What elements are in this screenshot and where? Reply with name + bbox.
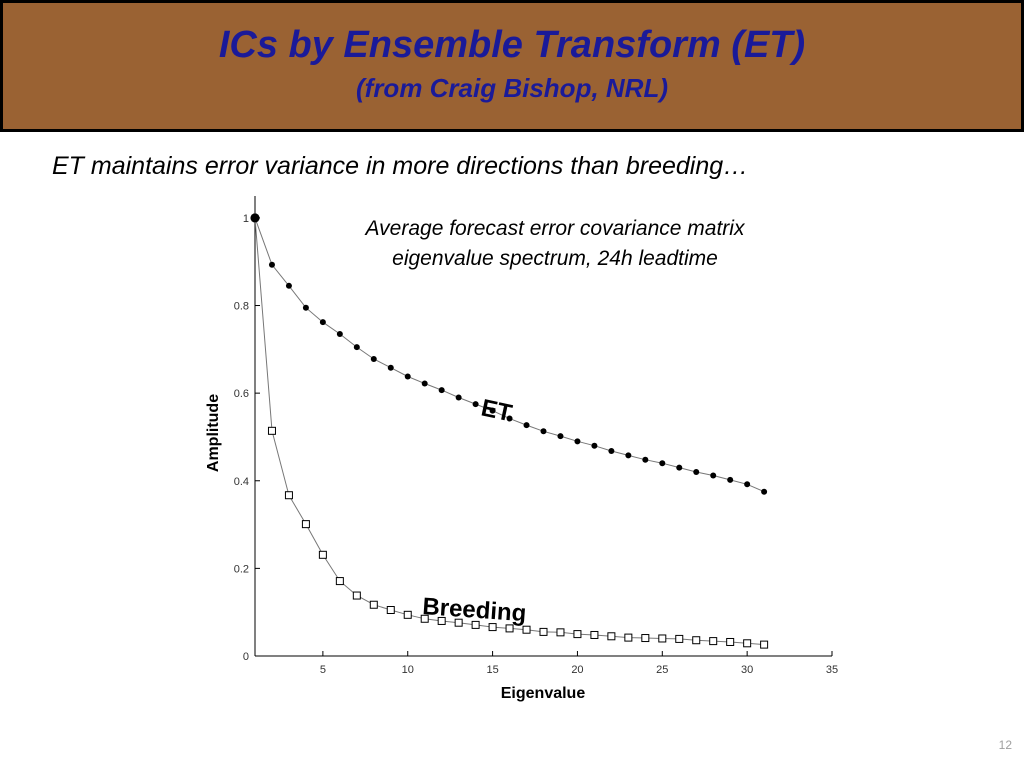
breeding-data-point (301, 520, 310, 529)
breeding-data-point (590, 630, 599, 639)
slide-subheading: ET maintains error variance in more dire… (52, 152, 749, 180)
breeding-data-point (641, 634, 650, 643)
et-data-point (744, 481, 751, 488)
breeding-data-point (658, 634, 667, 643)
breeding-data-point (454, 618, 463, 627)
x-tick-label: 25 (656, 664, 668, 676)
y-tick-label: 0.8 (234, 301, 249, 313)
slide-subtitle: (from Craig Bishop, NRL) (356, 73, 668, 103)
et-data-point (370, 355, 377, 362)
breeding-data-point (488, 623, 497, 632)
breeding-series-annotation: Breeding (422, 593, 528, 627)
et-data-point (319, 319, 326, 326)
et-series-annotation: ET (479, 394, 515, 427)
breeding-data-point (743, 639, 752, 648)
breeding-data-point (335, 577, 344, 586)
breeding-data-point (369, 600, 378, 609)
et-data-point (489, 407, 496, 414)
title-banner (0, 0, 1024, 132)
breeding-data-point (522, 625, 531, 634)
et-data-point (659, 460, 666, 467)
x-tick-label: 20 (571, 664, 583, 676)
y-tick-label: 0.2 (234, 563, 249, 575)
breeding-data-point (607, 632, 616, 641)
et-data-point (285, 282, 292, 289)
et-data-point (591, 442, 598, 449)
breeding-data-point (539, 627, 548, 636)
et-data-point (302, 304, 309, 311)
breeding-data-point (624, 633, 633, 642)
et-data-point (455, 394, 462, 401)
y-tick-label: 0.6 (234, 388, 249, 400)
et-data-point (438, 387, 445, 394)
chart-title-line-2: eigenvalue spectrum, 24h leadtime (392, 247, 718, 270)
chart-axes: 5 10 15 20 25 30 35 0 0.2 0.4 0.6 0.8 1 (234, 196, 838, 676)
y-tick-label: 0.4 (234, 476, 249, 488)
et-data-point (472, 401, 479, 408)
chart-series (250, 213, 769, 649)
breeding-data-point (250, 213, 260, 223)
x-tick-label: 5 (320, 664, 326, 676)
breeding-data-point (284, 491, 293, 500)
et-data-point (676, 464, 683, 471)
et-data-point (421, 380, 428, 387)
breeding-data-point (556, 628, 565, 637)
y-tick-label: 0 (243, 651, 249, 663)
breeding-data-point (318, 550, 327, 559)
et-data-point (693, 469, 700, 475)
y-axis-label: Amplitude (205, 394, 222, 472)
chart-title-line-1: Average forecast error covariance matrix (364, 217, 746, 240)
et-data-point (506, 415, 513, 422)
breeding-data-point (675, 634, 684, 643)
et-data-point (353, 344, 360, 351)
x-tick-label: 35 (826, 664, 838, 676)
et-data-point (574, 438, 581, 445)
breeding-series-line (254, 217, 765, 646)
et-data-point (727, 476, 734, 483)
x-tick-label: 10 (402, 664, 414, 676)
chart-text: Average forecast error covariance matrix… (205, 217, 746, 702)
breeding-data-point (471, 620, 480, 629)
et-data-point (387, 364, 394, 371)
x-tick-label: 15 (486, 664, 498, 676)
et-data-point (710, 472, 717, 479)
breeding-data-point (352, 591, 361, 600)
page-number: 12 (998, 738, 1012, 752)
breeding-data-point (505, 624, 514, 633)
breeding-data-point (692, 636, 701, 645)
et-data-point (523, 422, 530, 429)
et-data-point (625, 452, 632, 459)
breeding-data-point (386, 606, 395, 614)
breeding-data-point (709, 637, 718, 646)
et-data-point (761, 488, 768, 495)
x-axis-label: Eigenvalue (501, 685, 586, 702)
breeding-data-point (726, 637, 735, 646)
breeding-data-point (420, 614, 429, 623)
slide-title: ICs by Ensemble Transform (ET) (218, 24, 806, 66)
y-tick-label: 1 (243, 213, 249, 225)
breeding-data-point (403, 610, 412, 619)
et-data-point (404, 373, 411, 380)
et-data-point (642, 456, 649, 463)
et-data-point (608, 447, 615, 454)
breeding-data-point (267, 426, 276, 435)
et-data-point (268, 261, 275, 268)
x-tick-label: 30 (741, 664, 753, 676)
et-data-point (557, 433, 564, 440)
breeding-data-point (760, 640, 769, 649)
breeding-data-point (437, 616, 446, 625)
breeding-data-point (573, 630, 582, 639)
et-data-point (540, 428, 547, 435)
et-data-point (336, 331, 343, 337)
